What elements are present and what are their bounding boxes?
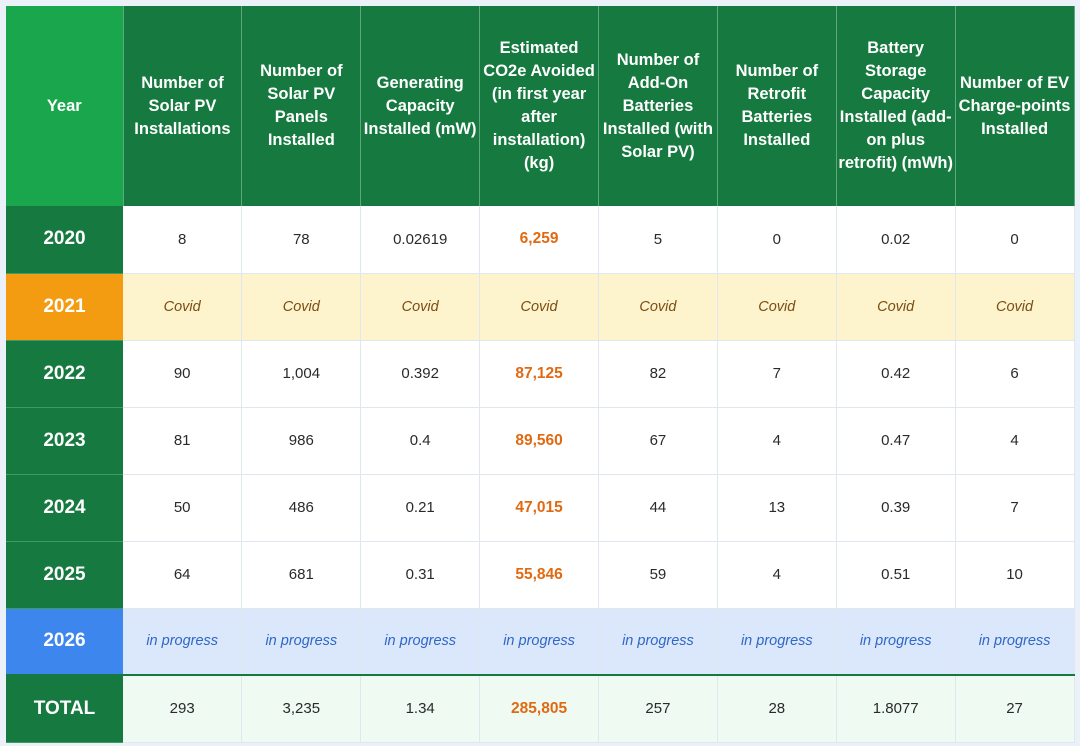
table-cell: 59 [598,541,718,609]
table-cell-co2: 285,805 [479,674,599,743]
table-cell: Covid [360,273,481,341]
row-year: 2020 [6,206,123,274]
row-total-label: TOTAL [6,674,123,743]
table-cell: 1.8077 [836,674,956,743]
row-year: 2026 [6,608,123,676]
column-header-battery-capacity: Battery Storage Capacity Installed (add-… [836,6,956,206]
table-cell: 293 [123,674,243,743]
table-cell: 82 [598,340,718,408]
solar-stats-table: Year Number of Solar PV Installations Nu… [6,6,1075,743]
table-cell: 257 [598,674,718,743]
table-cell: 5 [598,206,718,274]
table-cell: 0.02619 [360,206,481,274]
table-cell: 10 [955,541,1075,609]
table-cell: 81 [123,407,243,475]
table-cell: 6 [955,340,1075,408]
table-cell: 7 [955,474,1075,542]
table-cell: 27 [955,674,1075,743]
table-cell: in progress [123,608,243,676]
table-cell: Covid [955,273,1075,341]
table-cell: 44 [598,474,718,542]
table-cell: in progress [717,608,837,676]
table-cell: Covid [241,273,362,341]
table-cell: in progress [241,608,362,676]
table-cell: 0.02 [836,206,956,274]
row-year: 2022 [6,340,123,408]
table-cell: 67 [598,407,718,475]
table-cell: 0.39 [836,474,956,542]
table-cell: Covid [598,273,718,341]
table-cell: 0.21 [360,474,481,542]
table-cell: Covid [479,273,599,341]
table-cell: in progress [836,608,956,676]
table-cell: 486 [241,474,362,542]
column-header-generating-capacity: Generating Capacity Installed (mW) [360,6,481,206]
table-row-covid: 2021 Covid Covid Covid Covid Covid Covid… [6,273,1075,341]
row-year: 2025 [6,541,123,609]
column-header-pv-installations: Number of Solar PV Installations [123,6,243,206]
table-cell: 4 [717,407,837,475]
table-row: 2024 50 486 0.21 47,015 44 13 0.39 7 [6,474,1075,542]
table-cell-co2: 89,560 [479,407,599,475]
table-cell: Covid [717,273,837,341]
table-cell: 50 [123,474,243,542]
table-cell: 8 [123,206,243,274]
table-cell: 28 [717,674,837,743]
table-row: 2025 64 681 0.31 55,846 59 4 0.51 10 [6,541,1075,609]
table-cell: 4 [955,407,1075,475]
table-row: 2022 90 1,004 0.392 87,125 82 7 0.42 6 [6,340,1075,408]
table-cell: 986 [241,407,362,475]
table-row-total: TOTAL 293 3,235 1.34 285,805 257 28 1.80… [6,674,1075,743]
column-header-year: Year [6,6,124,206]
table-cell: 0 [955,206,1075,274]
table-cell: 0 [717,206,837,274]
table-cell: 0.42 [836,340,956,408]
header-row: Year Number of Solar PV Installations Nu… [6,6,1075,206]
table-cell: 1.34 [360,674,481,743]
table-cell: in progress [479,608,599,676]
table-cell: in progress [598,608,718,676]
table-cell-co2: 47,015 [479,474,599,542]
table-cell: 0.51 [836,541,956,609]
table-cell-co2: 6,259 [479,206,599,274]
table-cell: 1,004 [241,340,362,408]
table-row-in-progress: 2026 in progress in progress in progress… [6,608,1075,676]
table-cell-co2: 87,125 [479,340,599,408]
table-cell: 13 [717,474,837,542]
column-header-pv-panels: Number of Solar PV Panels Installed [241,6,362,206]
table-cell: 4 [717,541,837,609]
table-cell: 0.47 [836,407,956,475]
table-cell-co2: 55,846 [479,541,599,609]
table-cell: 3,235 [241,674,362,743]
column-header-retrofit-batteries: Number of Retrofit Batteries Installed [717,6,837,206]
table-cell: 90 [123,340,243,408]
table-row: 2020 8 78 0.02619 6,259 5 0 0.02 0 [6,206,1075,274]
table-cell: in progress [360,608,481,676]
table-cell: Covid [836,273,956,341]
row-year: 2023 [6,407,123,475]
table-cell: 78 [241,206,362,274]
table-cell: in progress [955,608,1075,676]
row-year: 2021 [6,273,123,341]
table-cell: Covid [123,273,243,341]
column-header-ev-chargepoints: Number of EV Charge-points Installed [955,6,1075,206]
table-cell: 64 [123,541,243,609]
table-cell: 0.4 [360,407,481,475]
table-cell: 7 [717,340,837,408]
table-cell: 681 [241,541,362,609]
table-row: 2023 81 986 0.4 89,560 67 4 0.47 4 [6,407,1075,475]
column-header-co2e-avoided: Estimated CO2e Avoided (in first year af… [479,6,599,206]
column-header-addon-batteries: Number of Add-On Batteries Installed (wi… [598,6,718,206]
table-cell: 0.392 [360,340,481,408]
table-cell: 0.31 [360,541,481,609]
row-year: 2024 [6,474,123,542]
stats-table-container: Year Number of Solar PV Installations Nu… [6,6,1075,743]
